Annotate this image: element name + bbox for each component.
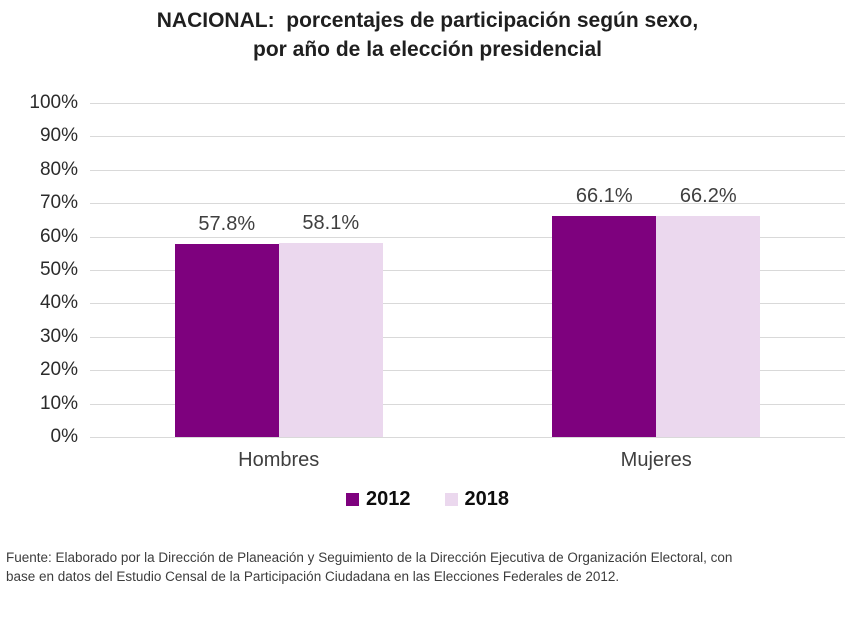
y-tick-label: 40%	[39, 292, 78, 314]
bar-2012-hombres: 57.8%	[174, 213, 279, 437]
gridline	[90, 437, 845, 438]
bar-group-hombres: 57.8% 58.1%	[174, 103, 383, 437]
y-tick-label: 90%	[39, 125, 78, 147]
gridline	[90, 136, 845, 138]
source-note-line1: Fuente: Elaborado por la Dirección de Pl…	[6, 550, 733, 565]
legend: 2012 2018	[0, 488, 855, 511]
y-tick-label: 100%	[29, 92, 78, 113]
source-note: Fuente: Elaborado por la Dirección de Pl…	[6, 548, 851, 586]
gridline	[90, 169, 845, 171]
gridline	[90, 336, 845, 338]
bar-2018-hombres: 58.1%	[278, 212, 383, 437]
y-tick-label: 60%	[39, 225, 78, 247]
gridline	[90, 270, 845, 271]
x-axis-label-mujeres: Mujeres	[620, 449, 692, 471]
legend-swatch-icon	[444, 493, 458, 506]
y-tick-label: 20%	[39, 359, 78, 381]
y-tick-label: 80%	[39, 158, 78, 180]
chart-title-line2: por año de la elección presidencial	[253, 38, 602, 61]
legend-item-2018: 2018	[444, 488, 510, 511]
legend-label: 2012	[366, 488, 411, 510]
y-tick-label: 50%	[39, 259, 78, 280]
bar-value-label: 58.1%	[302, 211, 360, 234]
gridline	[90, 203, 845, 205]
bar-value-label: 66.1%	[575, 185, 633, 208]
bar-2012-mujeres: 66.1%	[552, 185, 657, 437]
y-tick-label: 10%	[39, 392, 78, 414]
x-axis-label-hombres: Hombres	[238, 449, 320, 471]
chart-title-line1: NACIONAL: porcentajes de participación s…	[156, 9, 699, 32]
legend-label: 2018	[464, 488, 510, 510]
chart-title: NACIONAL: porcentajes de participación s…	[0, 6, 855, 64]
legend-item-2012: 2012	[346, 488, 411, 511]
x-axis-labels: Hombres Mujeres	[90, 449, 845, 472]
y-tick-label: 30%	[39, 325, 78, 347]
bar-value-label: 57.8%	[198, 212, 256, 235]
gridline	[90, 370, 845, 372]
gridline	[90, 303, 845, 305]
bar-2018-mujeres: 66.2%	[656, 185, 761, 437]
gridline	[90, 103, 845, 104]
gridline	[90, 236, 845, 238]
y-tick-label: 0%	[50, 426, 78, 447]
legend-swatch-icon	[346, 493, 359, 506]
source-note-line2: base en datos del Estudio Censal de la P…	[6, 569, 620, 584]
y-tick-label: 70%	[39, 192, 78, 214]
bar-value-label: 66.2%	[679, 184, 737, 207]
gridline	[90, 403, 845, 405]
bar-groups: 57.8% 58.1% 66.1% 66.2%	[90, 103, 845, 437]
bar-group-mujeres: 66.1% 66.2%	[552, 103, 761, 437]
plot-area	[90, 103, 845, 438]
